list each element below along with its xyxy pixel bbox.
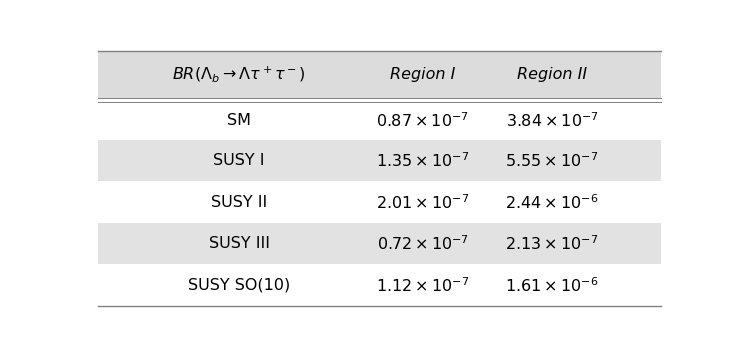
- Bar: [99, 223, 661, 264]
- Text: SUSY SO(10): SUSY SO(10): [188, 278, 290, 293]
- Text: Region II: Region II: [517, 67, 587, 82]
- Text: SM: SM: [227, 113, 251, 128]
- Text: $2.13 \times 10^{-7}$: $2.13 \times 10^{-7}$: [505, 234, 599, 253]
- Text: $BR(\Lambda_b \rightarrow \Lambda\tau^+\tau^-)$: $BR(\Lambda_b \rightarrow \Lambda\tau^+\…: [172, 65, 306, 84]
- Text: $2.44 \times 10^{-6}$: $2.44 \times 10^{-6}$: [505, 193, 599, 211]
- Text: $5.55 \times 10^{-7}$: $5.55 \times 10^{-7}$: [505, 151, 599, 170]
- Bar: [99, 264, 661, 306]
- Bar: [99, 140, 661, 181]
- Text: $2.01 \times 10^{-7}$: $2.01 \times 10^{-7}$: [376, 193, 470, 211]
- Text: SUSY II: SUSY II: [211, 195, 268, 210]
- Text: $0.72 \times 10^{-7}$: $0.72 \times 10^{-7}$: [377, 234, 469, 253]
- Text: Region I: Region I: [391, 67, 456, 82]
- Bar: [99, 181, 661, 223]
- Text: $1.35 \times 10^{-7}$: $1.35 \times 10^{-7}$: [376, 151, 470, 170]
- Text: SUSY I: SUSY I: [213, 153, 265, 168]
- Text: $3.84 \times 10^{-7}$: $3.84 \times 10^{-7}$: [505, 111, 599, 130]
- Bar: [99, 50, 661, 98]
- Text: $1.61 \times 10^{-6}$: $1.61 \times 10^{-6}$: [505, 276, 599, 295]
- Text: $1.12 \times 10^{-7}$: $1.12 \times 10^{-7}$: [376, 276, 470, 295]
- Text: $0.87 \times 10^{-7}$: $0.87 \times 10^{-7}$: [376, 111, 469, 130]
- Bar: [99, 98, 661, 140]
- Text: SUSY III: SUSY III: [208, 236, 270, 251]
